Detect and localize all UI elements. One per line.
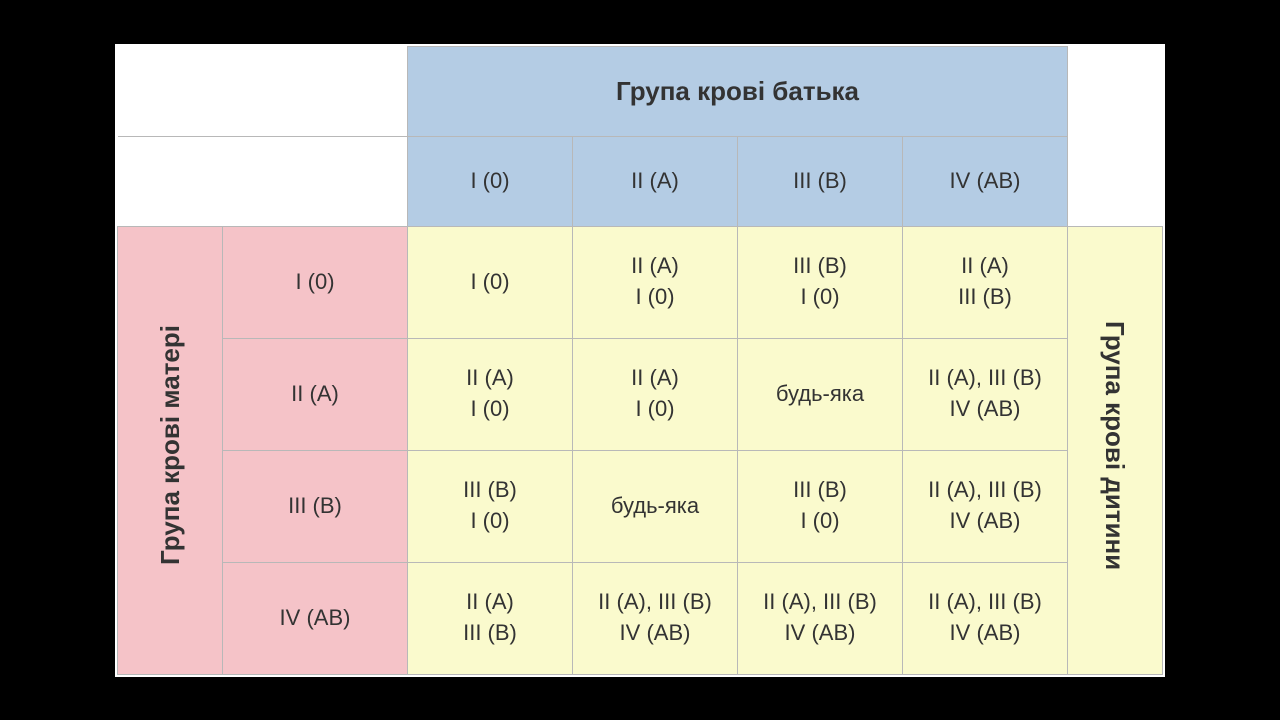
data-cell: III (B)I (0)	[408, 450, 573, 562]
mother-row-1: II (A)	[223, 338, 408, 450]
blank-corner-2	[118, 136, 408, 226]
data-cell: II (A), III (B)IV (AB)	[903, 562, 1068, 674]
mother-row-2: III (B)	[223, 450, 408, 562]
child-header: Група крові дитини	[1068, 226, 1163, 674]
blank-corner	[118, 46, 408, 136]
table-row: IV (AB) II (A)III (B) II (A), III (B)IV …	[118, 562, 1163, 674]
data-cell: III (B)I (0)	[738, 226, 903, 338]
data-cell: II (A)I (0)	[408, 338, 573, 450]
father-col-3: IV (AB)	[903, 136, 1068, 226]
data-cell: II (A), III (B)IV (AB)	[903, 450, 1068, 562]
father-header: Група крові батька	[408, 46, 1068, 136]
father-col-1: II (A)	[573, 136, 738, 226]
data-cell: II (A)I (0)	[573, 226, 738, 338]
table-row: Група крові батька	[118, 46, 1163, 136]
data-cell: II (A)III (B)	[408, 562, 573, 674]
data-cell: будь-яка	[738, 338, 903, 450]
table-row: I (0) II (A) III (B) IV (AB)	[118, 136, 1163, 226]
data-cell: II (A)III (B)	[903, 226, 1068, 338]
father-col-2: III (B)	[738, 136, 903, 226]
blank-right	[1068, 46, 1163, 226]
table-row: III (B) III (B)I (0) будь-яка III (B)I (…	[118, 450, 1163, 562]
father-col-0: I (0)	[408, 136, 573, 226]
mother-row-0: I (0)	[223, 226, 408, 338]
mother-header-text: Група крові матері	[152, 325, 188, 565]
data-cell: II (A)I (0)	[573, 338, 738, 450]
data-cell: II (A), III (B)IV (AB)	[903, 338, 1068, 450]
mother-header: Група крові матері	[118, 226, 223, 674]
child-header-text: Група крові дитини	[1097, 321, 1133, 570]
data-cell: будь-яка	[573, 450, 738, 562]
data-cell: II (A), III (B)IV (AB)	[573, 562, 738, 674]
blood-type-table: Група крові батька I (0) II (A) III (B) …	[117, 46, 1163, 675]
blood-type-table-container: Група крові батька I (0) II (A) III (B) …	[115, 44, 1165, 677]
table-row: Група крові матері I (0) I (0) II (A)I (…	[118, 226, 1163, 338]
mother-row-3: IV (AB)	[223, 562, 408, 674]
data-cell: I (0)	[408, 226, 573, 338]
table-row: II (A) II (A)I (0) II (A)I (0) будь-яка …	[118, 338, 1163, 450]
data-cell: II (A), III (B)IV (AB)	[738, 562, 903, 674]
data-cell: III (B)I (0)	[738, 450, 903, 562]
